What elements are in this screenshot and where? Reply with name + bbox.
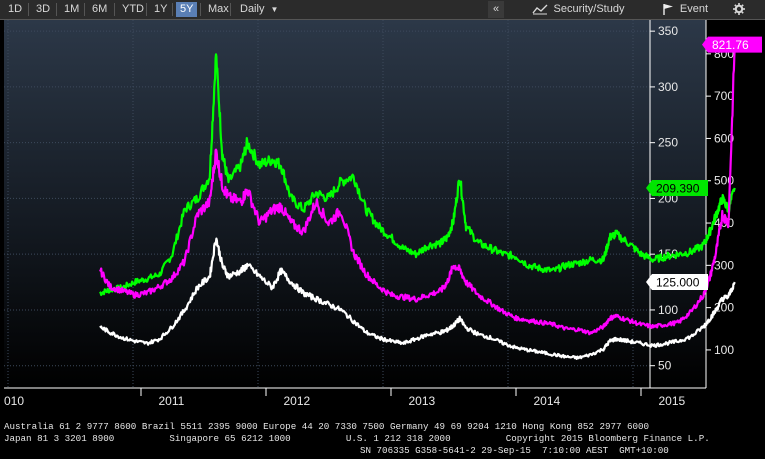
right-tick-label: 300	[714, 258, 734, 272]
last-value-text: 821.76	[712, 38, 749, 52]
right-tick-label: 700	[714, 89, 734, 103]
range-button-label: 1M	[64, 3, 80, 15]
series-line	[98, 44, 736, 336]
last-value-badge: 209.390	[646, 179, 708, 196]
chart-toolbar: 1D 3D 1M 6M YTD 1Y 5Y Max Daily ▼ « Security/St…	[0, 0, 765, 20]
interval-dropdown[interactable]: Daily ▼	[236, 2, 282, 17]
footer-serial: SN 706335 G358-5641-2 29-Sep-15 7:10:00 …	[360, 445, 669, 456]
range-button-3d[interactable]: 3D	[32, 2, 54, 17]
x-tick-label: 2011	[159, 394, 185, 408]
x-tick-label: 2015	[659, 394, 686, 408]
range-button-label: Max	[208, 3, 229, 15]
left-tick-label: 250	[658, 136, 678, 150]
right-tick-label: 500	[714, 174, 734, 188]
range-button-label: 5Y	[180, 3, 194, 15]
last-value-badge: 125.000	[646, 274, 708, 291]
toolbar-separator	[114, 3, 115, 16]
left-tick-label: 300	[658, 80, 678, 94]
last-value-text: 209.390	[656, 181, 700, 195]
series-lines	[98, 44, 736, 360]
flag-icon	[663, 4, 673, 16]
left-tick-label: 350	[658, 24, 678, 38]
range-button-ytd[interactable]: YTD	[118, 2, 148, 17]
price-chart: 010 2011 2012 2013 2014 2015 5010015020025030…	[4, 20, 762, 408]
range-button-5y[interactable]: 5Y	[176, 2, 198, 17]
right-tick-label: 100	[714, 343, 734, 357]
x-tick-label: 2014	[534, 394, 561, 408]
range-button-label: 1D	[8, 3, 23, 15]
event-button[interactable]: Event	[650, 1, 720, 18]
left-tick-label: 100	[658, 303, 678, 317]
last-value-badge: 821.76	[702, 36, 762, 53]
gear-icon	[733, 3, 745, 16]
grid-lines	[4, 20, 650, 388]
footer: Australia 61 2 9777 8600 Brazil 5511 239…	[0, 420, 765, 459]
right-tick-label: 600	[714, 131, 734, 145]
last-value-labels: 209.390 821.76 125.000	[646, 36, 762, 291]
interval-label: Daily	[240, 3, 265, 15]
range-button-1m[interactable]: 1M	[60, 2, 83, 17]
x-axis-labels: 010 2011 2012 2013 2014 2015	[4, 388, 686, 408]
chart-lines-icon	[531, 4, 548, 15]
toolbar-separator	[28, 3, 29, 16]
series-line	[99, 53, 736, 297]
settings-button[interactable]	[728, 1, 750, 18]
x-tick-label: 2013	[409, 394, 436, 408]
double-chevron-left-icon: «	[492, 3, 500, 15]
event-label: Event	[679, 3, 709, 15]
toolbar-separator	[230, 3, 231, 16]
footer-contacts: Australia 61 2 9777 8600 Brazil 5511 239…	[4, 421, 650, 432]
toolbar-separator	[146, 3, 147, 16]
range-button-max[interactable]: Max	[204, 2, 233, 17]
toolbar-separator	[200, 3, 201, 16]
plot-background	[4, 20, 706, 388]
series-line	[99, 237, 736, 360]
range-button-6m[interactable]: 6M	[88, 2, 111, 17]
toolbar-separator	[172, 3, 173, 16]
range-button-1y[interactable]: 1Y	[150, 2, 171, 17]
security-study-button[interactable]: Security/Study	[518, 1, 638, 18]
range-button-label: 6M	[92, 3, 108, 15]
security-study-label: Security/Study	[553, 3, 625, 15]
range-button-label: 1Y	[154, 3, 168, 15]
collapse-button[interactable]: «	[488, 1, 504, 18]
x-tick-label: 2012	[284, 394, 311, 408]
last-value-text: 125.000	[656, 276, 700, 290]
range-button-label: 3D	[36, 3, 51, 15]
range-button-1d[interactable]: 1D	[4, 2, 26, 17]
footer-contacts-2: Japan 81 3 3201 8900 Singapore 65 6212 1…	[4, 433, 710, 444]
range-button-label: YTD	[122, 3, 144, 15]
toolbar-separator	[56, 3, 57, 16]
toolbar-separator	[84, 3, 85, 16]
chevron-down-icon: ▼	[270, 5, 279, 14]
left-tick-label: 50	[658, 359, 672, 373]
x-tick-label: 010	[4, 394, 24, 408]
